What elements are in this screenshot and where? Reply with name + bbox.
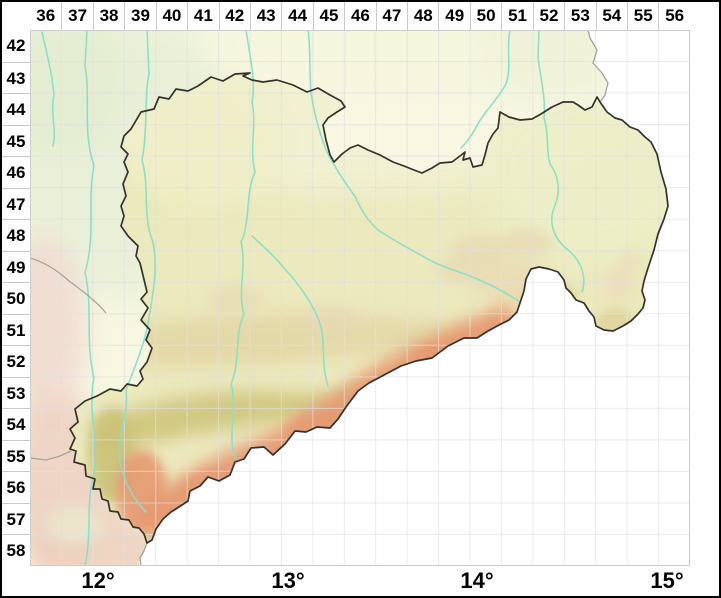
river-saale xyxy=(84,30,96,566)
col-header-37: 37 xyxy=(61,2,92,30)
col-header-56: 56 xyxy=(658,2,689,30)
longitude-label-13: 13° xyxy=(271,568,305,593)
saxony-relief-map xyxy=(30,30,690,566)
row-header-50: 50 xyxy=(2,282,30,314)
col-header-43: 43 xyxy=(249,2,281,30)
longitude-axis: 12° 13° 14° 15° xyxy=(2,566,719,596)
row-header-52: 52 xyxy=(2,345,30,377)
row-header-51: 51 xyxy=(2,313,30,346)
river-nw-brook xyxy=(41,31,56,147)
col-header-44: 44 xyxy=(281,2,312,30)
row-header-57: 57 xyxy=(2,502,30,535)
river-spree xyxy=(537,30,585,293)
map-canvas[interactable] xyxy=(30,30,690,566)
col-header-39: 39 xyxy=(124,2,155,30)
saxony-boundary-path xyxy=(69,72,669,544)
row-header-42: 42 xyxy=(6,36,26,55)
corner-cell xyxy=(2,2,30,30)
river-zwickauer-mulde xyxy=(230,30,256,459)
river-schwarze-elster xyxy=(460,30,511,149)
row-header-45: 45 xyxy=(2,124,30,157)
row-header-53: 53 xyxy=(2,376,30,409)
col-header-42: 42 xyxy=(218,2,250,30)
col-header-53: 53 xyxy=(564,2,595,30)
state-border-northeast xyxy=(587,30,609,103)
state-border-west-mid xyxy=(30,257,107,314)
col-header-46: 46 xyxy=(344,2,375,30)
longitude-label-12: 12° xyxy=(81,568,115,593)
col-header-45: 45 xyxy=(312,2,344,30)
col-header-52: 52 xyxy=(532,2,564,30)
col-header-49: 49 xyxy=(438,2,469,30)
col-header-50: 50 xyxy=(469,2,501,30)
col-header-48: 48 xyxy=(407,2,438,30)
col-header-36: 36 xyxy=(36,6,56,25)
col-header-38: 38 xyxy=(92,2,124,30)
col-header-51: 51 xyxy=(501,2,532,30)
row-header-44: 44 xyxy=(2,93,30,125)
row-header-43: 43 xyxy=(2,61,30,94)
grid-lines-gray xyxy=(30,30,690,566)
river-freiberger-mulde xyxy=(251,235,329,387)
row-header-47: 47 xyxy=(2,187,30,220)
state-border-south-tip xyxy=(139,542,148,566)
latitude-axis: 51° xyxy=(690,2,719,596)
map-frame xyxy=(30,30,690,566)
river-weisse-elster xyxy=(118,30,156,513)
row-header-54: 54 xyxy=(2,408,30,440)
row-header-46: 46 xyxy=(2,156,30,188)
rivers xyxy=(41,30,585,566)
grid-lines-white xyxy=(30,30,690,566)
longitude-label-15: 15° xyxy=(650,568,684,593)
row-header-48: 48 xyxy=(2,219,30,251)
row-header-58: 58 xyxy=(2,534,30,566)
row-header-49: 49 xyxy=(2,250,30,283)
river-elbe xyxy=(307,30,521,303)
row-header-56: 56 xyxy=(2,471,30,503)
column-headers: 36 37 38 39 40 41 42 43 44 45 46 47 48 49 50 51 52 53 54 55… xyxy=(30,2,690,30)
state-border-west-low xyxy=(30,450,72,461)
col-header-41: 41 xyxy=(187,2,218,30)
col-header-55: 55 xyxy=(627,2,658,30)
state-borders xyxy=(30,30,609,566)
col-header-47: 47 xyxy=(375,2,407,30)
longitude-label-14: 14° xyxy=(460,568,494,593)
czech-white-area xyxy=(139,30,690,566)
col-header-54: 54 xyxy=(595,2,627,30)
col-header-40: 40 xyxy=(155,2,187,30)
row-headers: 42 43 44 45 46 47 48 49 50 51 52 53 54 55 56 57 58 xyxy=(2,30,30,566)
row-header-55: 55 xyxy=(2,439,30,472)
